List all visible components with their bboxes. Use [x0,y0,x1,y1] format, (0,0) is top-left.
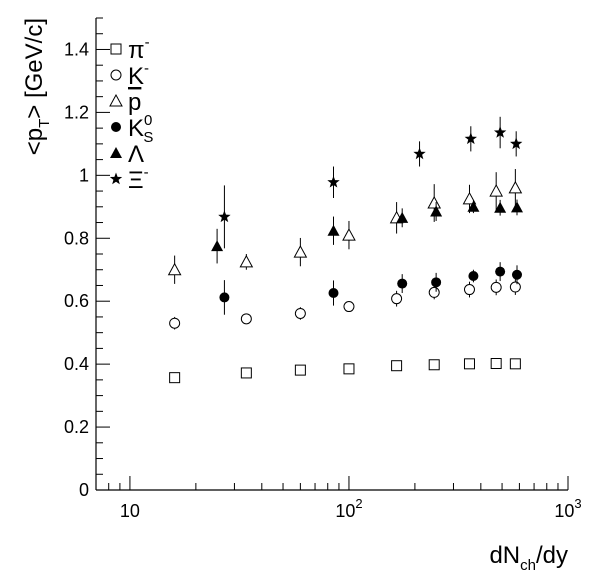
y-tick-label: 0 [79,480,89,500]
legend-marker [110,147,122,158]
y-tick-label: 1.2 [64,102,89,122]
data-point [431,277,442,288]
legend-marker [109,93,123,107]
legend-entry: π- [110,34,150,64]
data-point [219,292,230,303]
data-marks [167,116,523,384]
data-point [430,205,443,217]
legend-label: p [128,89,141,116]
legend-label: K- [128,60,149,90]
data-point [294,307,306,319]
x-tick-label: 10 [120,501,140,521]
data-point [413,147,426,160]
data-point [397,278,408,289]
series-1 [169,279,521,330]
data-point [396,211,409,223]
data-point [293,245,308,258]
series-4 [211,199,523,264]
legend-entry: K- [110,60,149,90]
data-point [463,284,475,296]
legend-marker [110,69,122,81]
data-point [328,288,339,299]
data-point [327,224,340,236]
legend-marker [109,172,123,185]
legend-entry: K0 S [111,112,153,146]
data-point [391,360,403,372]
legend-label: π- [128,34,150,64]
data-point [490,281,502,293]
data-point [327,175,340,188]
y-tick-label: 0.4 [64,354,89,374]
data-point [490,358,502,370]
data-point [494,201,507,213]
legend-marker [111,122,121,132]
data-point [489,184,504,197]
data-point [169,372,181,384]
tick-labels: 0 0.2 0.4 0.6 0.8 1 1.2 1.4 10 102 103 [64,39,582,521]
series-3 [219,262,522,315]
data-point [342,228,356,241]
y-tick-label: 1.4 [64,39,89,59]
data-point [510,137,523,150]
data-point [495,266,506,277]
y-tick-label: 0.2 [64,417,89,437]
x-tick-label: 102 [335,496,362,521]
data-point [240,313,252,325]
y-tick-label: 0.6 [64,291,89,311]
series-2 [167,169,523,284]
data-point [511,269,522,280]
data-point [462,191,477,205]
data-point [428,286,440,298]
series-5 [218,116,523,249]
legend-label: K0 S [128,112,153,146]
data-point [240,367,252,379]
data-point [493,126,507,138]
data-point [391,293,403,305]
x-tick-label: 103 [554,496,581,521]
legend-entry: Λ [110,141,144,168]
y-tick-label: 0.8 [64,228,89,248]
ticks [95,17,569,491]
data-point [211,240,224,252]
data-point [427,195,442,209]
legend-label: Λ [128,141,144,168]
legend-marker [110,43,122,55]
data-point [294,364,306,376]
legend-entry: p [109,89,141,116]
x-axis-title: dNch/dy [489,542,568,574]
data-point [428,359,440,371]
y-tick-label: 1 [79,165,89,185]
data-point [467,200,480,212]
data-point [468,271,479,282]
y-axis-title: <pT> [GeV/c] [21,18,53,155]
data-point [510,201,523,213]
data-point [167,262,182,276]
data-point [464,132,477,145]
axes [95,18,568,491]
data-point [463,358,475,370]
legend: π-K-pK0 SΛΞ- [109,34,153,194]
data-point [343,301,355,313]
legend-label: Ξ- [128,164,149,194]
data-point [343,363,355,375]
legend-entry: Ξ- [109,164,149,194]
series-0 [169,358,521,384]
data-point [509,281,521,293]
data-point [508,180,523,194]
data-point [239,254,254,268]
data-point [509,358,521,370]
data-point [169,317,181,329]
data-point [218,210,231,223]
